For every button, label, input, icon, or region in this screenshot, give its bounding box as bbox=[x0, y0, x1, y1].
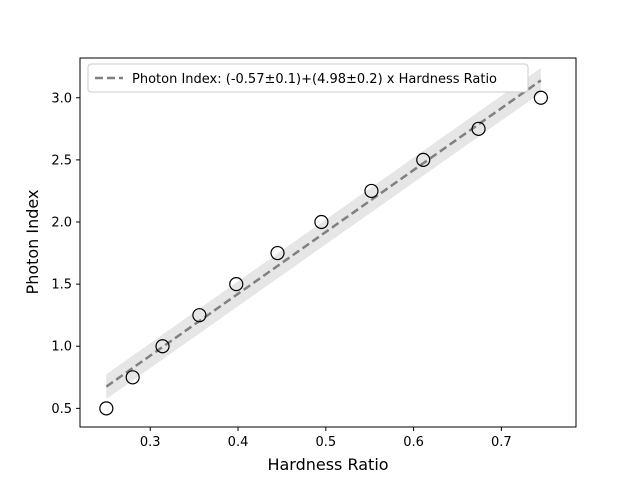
data-point bbox=[155, 339, 170, 354]
legend: Photon Index: (-0.57±0.1)+(4.98±0.2) x H… bbox=[87, 63, 529, 93]
data-point bbox=[270, 245, 285, 261]
x-tick-label: 0.7 bbox=[491, 435, 512, 450]
data-point bbox=[533, 90, 548, 105]
data-point bbox=[314, 214, 329, 230]
data-point bbox=[416, 152, 431, 167]
data-point bbox=[125, 370, 140, 385]
y-axis: 0.5 1.0 1.5 2.0 2.5 3.0 bbox=[51, 91, 80, 417]
legend-fit-label: Photon Index: (-0.57±0.1)+(4.98±0.2) x H… bbox=[132, 72, 497, 87]
x-axis: 0.3 0.4 0.5 0.6 0.7 bbox=[140, 427, 512, 450]
points-group bbox=[99, 90, 548, 416]
x-tick-label: 0.3 bbox=[140, 435, 161, 450]
data-point bbox=[229, 277, 244, 292]
y-tick-label: 0.5 bbox=[51, 402, 72, 417]
y-tick-label: 3.0 bbox=[51, 91, 72, 106]
y-tick-label: 1.0 bbox=[51, 340, 72, 355]
y-tick-label: 2.0 bbox=[51, 216, 72, 231]
y-tick-label: 2.5 bbox=[51, 153, 72, 168]
data-point bbox=[471, 121, 486, 136]
data-point bbox=[364, 183, 379, 199]
data-point bbox=[99, 401, 114, 416]
data-point bbox=[192, 308, 207, 323]
plot-frame bbox=[79, 57, 577, 428]
x-tick-label: 0.4 bbox=[228, 435, 249, 450]
x-axis-title: Hardness Ratio bbox=[267, 455, 388, 474]
y-tick-label: 1.5 bbox=[51, 278, 72, 293]
fit-line bbox=[105, 79, 542, 388]
fit-line-group bbox=[105, 79, 542, 388]
x-tick-label: 0.6 bbox=[403, 435, 424, 450]
legend-box bbox=[87, 63, 529, 93]
y-axis-title: Photon Index bbox=[23, 190, 42, 295]
x-tick-label: 0.5 bbox=[315, 435, 336, 450]
